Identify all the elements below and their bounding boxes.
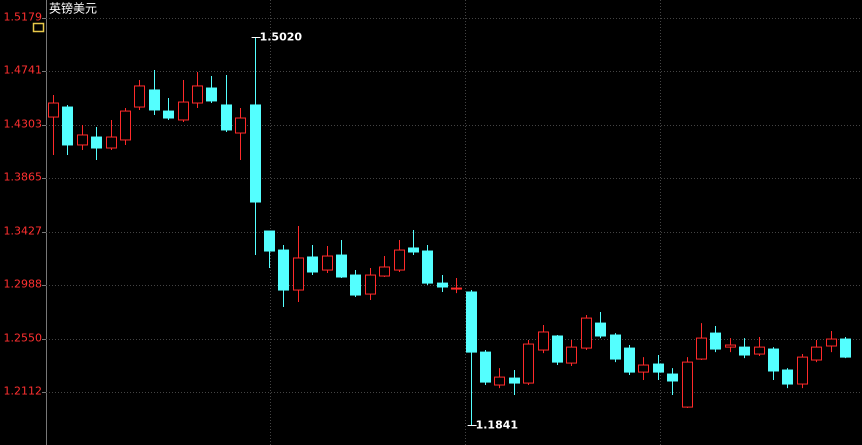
candle-body: [278, 249, 289, 291]
candle-body: [192, 85, 203, 104]
chart-title: 英镑美元: [49, 1, 97, 16]
candle-body: [667, 373, 678, 382]
y-tick-label: 1.3865: [4, 171, 43, 184]
candle-body: [768, 348, 779, 372]
candle-body: [235, 117, 246, 134]
candle-body: [422, 250, 433, 284]
candle-body: [523, 343, 534, 384]
candle-body: [163, 110, 174, 119]
candle-body: [710, 332, 721, 350]
candle-body: [552, 335, 563, 363]
candle-body: [62, 106, 73, 146]
candle-body: [437, 282, 448, 288]
candle-body: [322, 255, 333, 271]
candle-body: [480, 351, 491, 383]
candle-body: [206, 87, 217, 102]
candle-body: [408, 247, 419, 253]
candle-body: [682, 361, 693, 408]
candle-body: [307, 256, 318, 273]
candle-body: [394, 249, 405, 271]
y-tick-label: 1.4303: [4, 118, 43, 131]
candle-body: [77, 134, 88, 146]
candle-body: [264, 230, 275, 252]
candle-body: [840, 338, 851, 358]
candle-body: [91, 136, 102, 149]
candle-body: [538, 331, 549, 351]
candle-body: [149, 89, 160, 111]
candle-body: [782, 369, 793, 385]
y-tick-label: 1.2550: [4, 332, 43, 345]
candle-body: [350, 274, 361, 296]
candle-body: [293, 257, 304, 291]
y-tick-label: 1.4741: [4, 64, 43, 77]
annotation-label: 1.5020: [260, 31, 303, 44]
candle-body: [178, 101, 189, 121]
candle-body: [725, 344, 736, 348]
candle-body: [739, 346, 750, 356]
candle-body: [754, 346, 765, 355]
candle-body: [365, 274, 376, 295]
annotation-label: 1.1841: [476, 419, 518, 432]
candle-body: [250, 104, 261, 203]
candle-body: [797, 356, 808, 385]
candle-body: [134, 85, 145, 108]
indicator-icon: [32, 22, 45, 33]
candle-body: [466, 291, 477, 353]
candle-body: [336, 254, 347, 278]
candle-body: [451, 287, 462, 290]
y-tick-label: 1.5179: [4, 11, 43, 24]
candle-body: [48, 102, 59, 118]
candle-body: [624, 347, 635, 373]
candle-body: [638, 364, 649, 373]
y-tick-label: 1.3427: [4, 225, 43, 238]
candle-body: [379, 266, 390, 277]
candle-body: [221, 104, 232, 131]
candle-body: [566, 346, 577, 364]
candle-body: [509, 377, 520, 384]
y-tick-label: 1.2112: [4, 385, 43, 398]
candle-body: [494, 376, 505, 386]
candle-body: [610, 334, 621, 360]
candle-body: [696, 337, 707, 360]
candle-body: [826, 338, 837, 347]
candle-body: [653, 363, 664, 373]
candle-body: [581, 317, 592, 349]
y-tick-label: 1.2988: [4, 278, 43, 291]
candle-body: [595, 322, 606, 337]
candle-body: [106, 136, 117, 149]
candle-body: [120, 110, 131, 141]
candle-body: [811, 346, 822, 361]
